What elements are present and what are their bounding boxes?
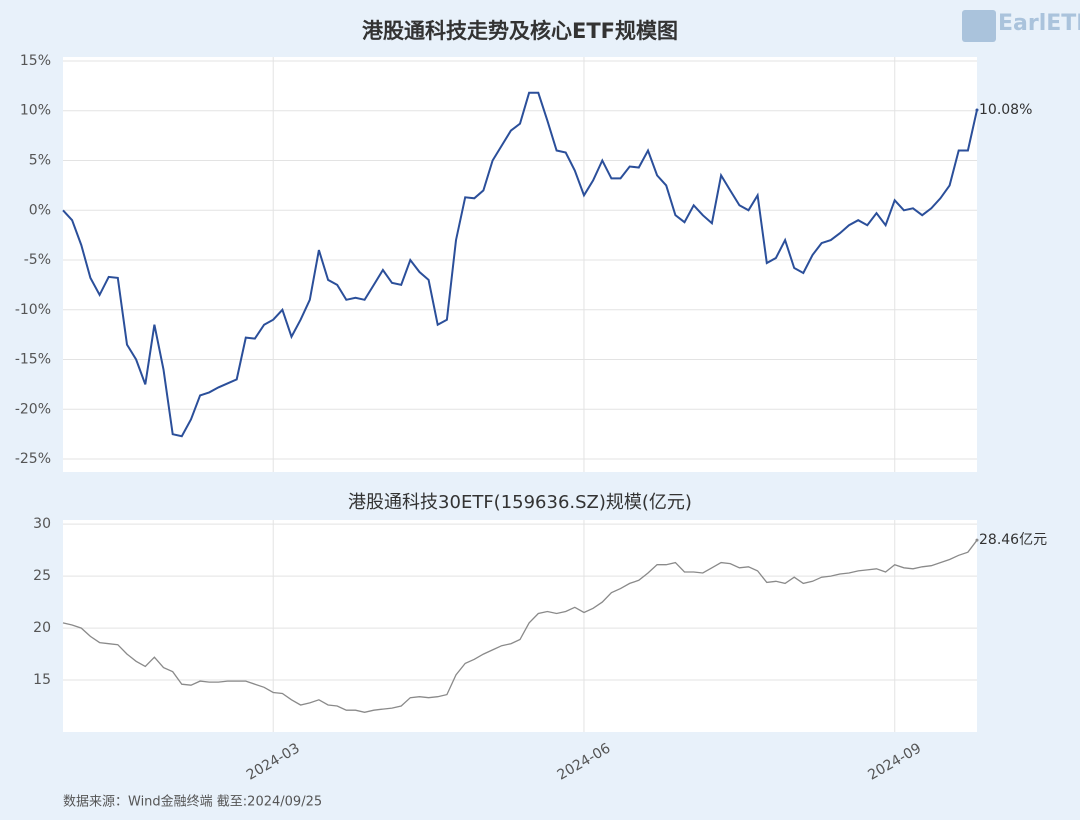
x-tick-label: 2024-09 — [865, 740, 924, 783]
annotation: 10.08% — [979, 102, 1032, 118]
plot-area — [63, 57, 977, 472]
y-tick-label: 25 — [33, 568, 51, 584]
y-tick-label: 5% — [29, 153, 51, 169]
x-tick-label: 2024-03 — [244, 740, 303, 783]
y-tick-label: 10% — [20, 103, 51, 119]
y-tick-label: -15% — [15, 352, 51, 368]
y-tick-label: 30 — [33, 516, 51, 532]
y-tick-label: -10% — [15, 302, 51, 318]
y-tick-label: 20 — [33, 620, 51, 636]
source: 数据来源：Wind金融终端 截至:2024/09/25 — [63, 794, 322, 810]
x-tick-label: 2024-06 — [555, 740, 614, 783]
logo: EarlETF — [962, 10, 1080, 42]
line — [62, 91, 978, 438]
line — [62, 539, 978, 713]
chart-title: 港股通科技走势及核心ETF规模图 — [362, 19, 678, 43]
y-tick-label: 0% — [29, 202, 51, 218]
y-tick-label: -25% — [15, 451, 51, 467]
annotation: 28.46亿元 — [979, 532, 1047, 548]
end-point — [975, 108, 979, 112]
y-tick-label: 15% — [20, 53, 51, 69]
logo-icon — [962, 10, 996, 42]
subplot-title: 港股通科技30ETF(159636.SZ)规模(亿元) — [348, 492, 692, 513]
y-tick-label: -5% — [24, 252, 51, 268]
y-tick-label: 15 — [33, 672, 51, 688]
plot-area — [63, 520, 977, 732]
logo-text: EarlETF — [998, 11, 1080, 36]
end-point — [975, 538, 979, 542]
y-tick-label: -20% — [15, 401, 51, 417]
